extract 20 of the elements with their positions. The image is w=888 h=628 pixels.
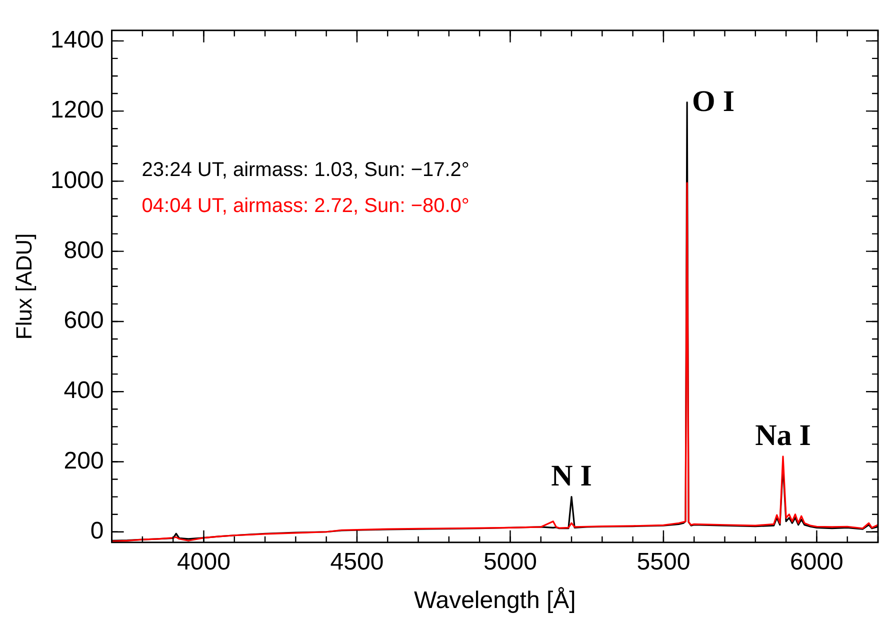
text: 23:24 UT, airmass: 1.03, Sun: −17.2° [142, 158, 470, 181]
x-tick-label: 5000 [484, 548, 537, 576]
annotation: O I [692, 85, 735, 118]
y-tick-label: 800 [64, 236, 104, 264]
x-axis-title: Wavelength [Å] [414, 587, 576, 614]
y-tick-label: 400 [64, 377, 104, 404]
x-tick-label: 5500 [636, 548, 690, 576]
y-tick-label: 0 [90, 518, 104, 545]
text: 04:04 UT, airmass: 2.72, Sun: −80.0° [142, 194, 470, 217]
annotation: Na I [755, 419, 811, 452]
y-tick-label: 1200 [50, 96, 104, 124]
y-tick-label: 200 [64, 447, 104, 474]
x-tick-label: 4500 [330, 548, 384, 576]
y-tick-label: 1000 [50, 166, 104, 194]
y-tick-label: 600 [64, 307, 104, 334]
y-tick-label: 1400 [50, 26, 104, 54]
annotation: N I [551, 460, 592, 493]
x-tick-label: 4000 [177, 548, 230, 576]
x-tick-label: 6000 [790, 548, 844, 576]
y-axis-title: Flux [ADU] [11, 233, 36, 340]
